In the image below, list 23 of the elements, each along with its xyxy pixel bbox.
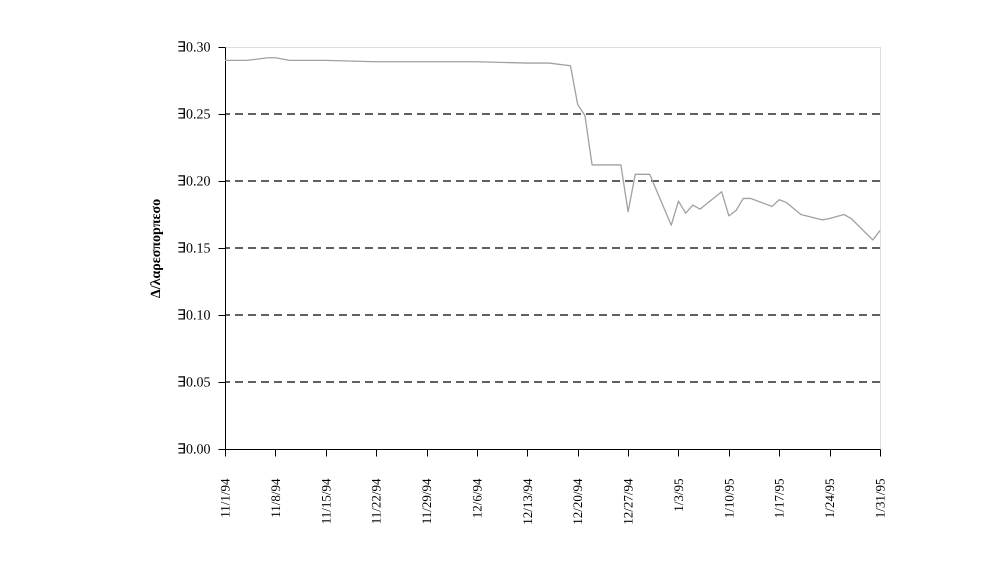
y-tick-label: ∃0.15: [177, 242, 210, 256]
x-tick-label: 1/10/95: [721, 478, 736, 518]
x-tick-label: 1/24/95: [822, 478, 838, 518]
line-series: [224, 57, 881, 241]
x-tick-label: 11/15/94: [318, 478, 334, 524]
x-tick-label: 11/1/94: [218, 478, 232, 518]
x-tick-label: 1/31/95: [872, 478, 888, 518]
x-tick-label: 12/27/94: [620, 478, 636, 525]
x-tick-label: 11/8/94: [268, 478, 283, 518]
x-tick-label: 1/17/95: [772, 478, 787, 518]
y-tick-label: ∃0.25: [177, 108, 210, 122]
x-tick-label: 12/6/94: [469, 478, 484, 518]
x-tick-label: 1/3/95: [670, 478, 686, 512]
y-tick-label: ∃0.00: [177, 442, 210, 458]
x-tick-label: 12/13/94: [520, 478, 535, 525]
y-tick-label: ∃0.30: [177, 40, 210, 56]
y-tick-label: ∃0.20: [177, 174, 210, 190]
x-tick-label: 12/20/94: [570, 478, 586, 525]
y-tick-label: ∃0.05: [177, 376, 210, 390]
x-tick-label: 11/22/94: [368, 478, 384, 524]
y-axis-title: Δ/λαρεσποpπεσο: [149, 198, 164, 298]
y-tick-label: ∃0.10: [177, 308, 210, 324]
x-tick-label: 11/29/94: [419, 478, 434, 524]
